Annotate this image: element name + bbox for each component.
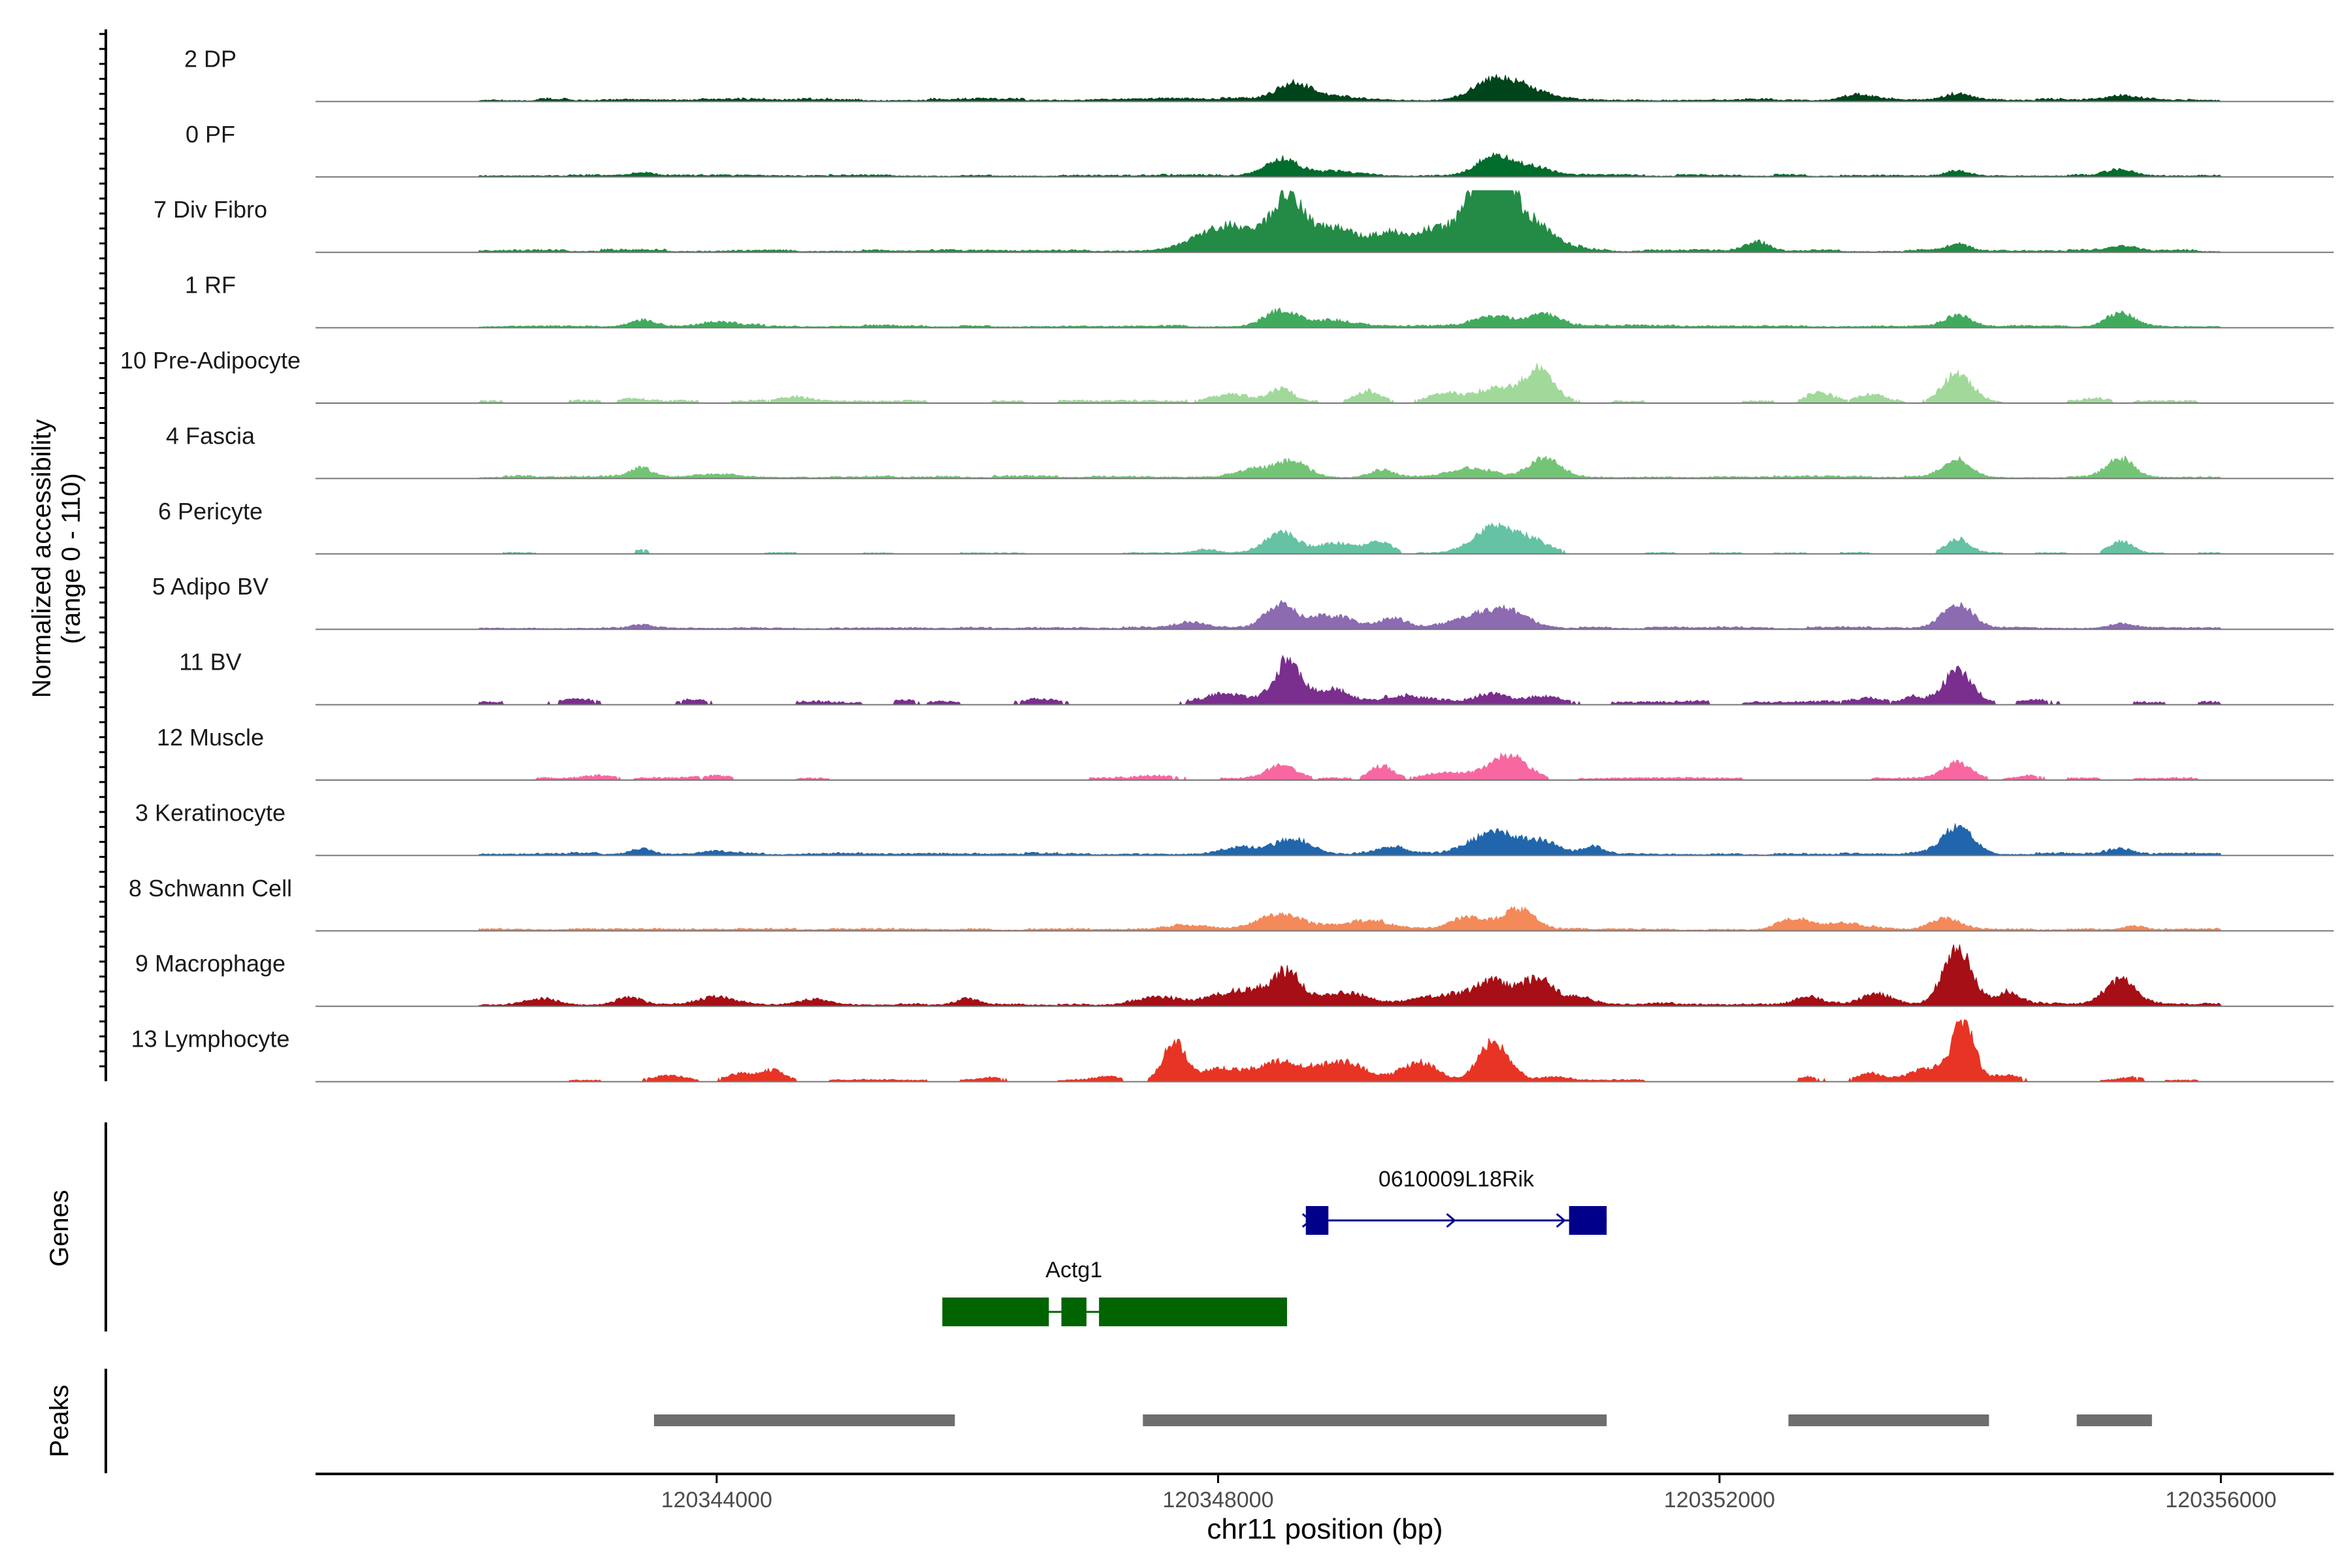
- x-axis-label: chr11 position (bp): [1207, 1513, 1443, 1545]
- coverage-track-label: 7 Div Fibro: [154, 196, 267, 223]
- coverage-area: [316, 73, 2334, 102]
- coverage-area: [316, 307, 2334, 329]
- coverage-area: [316, 521, 2334, 555]
- coverage-track-label: 0 PF: [186, 121, 235, 148]
- coverage-tracks: 2 DP 0 PF 7 Div Fibro 1 RF 10 Pre-Adipocyte 4…: [120, 45, 2334, 1083]
- coverage-track-6: 4 Fascia: [166, 422, 2334, 480]
- coverage-area: [316, 189, 2334, 253]
- coverage-panel: [99, 29, 107, 1081]
- coverage-track-1: 2 DP: [184, 45, 2334, 103]
- coverage-track-label: 4 Fascia: [166, 422, 255, 449]
- x-tick-label: 120348000: [1162, 1488, 1273, 1512]
- gene-Actg1: Actg1: [942, 1258, 1287, 1326]
- coverage-track-10: 12 Muscle: [157, 724, 2334, 781]
- peak-range: [2076, 1414, 2152, 1426]
- coverage-track-label: 2 DP: [184, 45, 237, 72]
- strand-arrow: [1446, 1213, 1456, 1228]
- coverage-area: [316, 752, 2334, 781]
- x-tick-label: 120356000: [2165, 1488, 2276, 1512]
- gene-label: 0610009L18Rik: [1379, 1167, 1535, 1192]
- coverage-track-2: 0 PF: [186, 121, 2334, 178]
- gene-exon: [1569, 1206, 1607, 1235]
- gene-label: Actg1: [1045, 1258, 1102, 1282]
- coverage-area: [316, 363, 2334, 404]
- peak-range: [654, 1414, 955, 1426]
- coverage-track-label: 3 Keratinocyte: [135, 799, 286, 826]
- coverage-track-label: 11 BV: [179, 649, 241, 676]
- coverage-track-label: 6 Pericyte: [158, 498, 263, 525]
- peak-range: [1788, 1414, 1989, 1426]
- coverage-track-label: 13 Lymphocyte: [131, 1026, 290, 1053]
- genes-panel: 0610009L18Rik Actg1: [105, 1122, 1607, 1331]
- coverage-track-5: 10 Pre-Adipocyte: [120, 347, 2334, 404]
- coverage-track-8: 5 Adipo BV: [152, 573, 2334, 630]
- peaks-axis-label: Peaks: [45, 1384, 74, 1457]
- gene-exon: [1099, 1298, 1287, 1326]
- coverage-area: [316, 905, 2334, 932]
- coverage-track-12: 8 Schwann Cell: [129, 875, 2334, 932]
- peak-range: [1143, 1414, 1607, 1426]
- coverage-track-9: 11 BV: [179, 649, 2334, 706]
- coverage-track-7: 6 Pericyte: [158, 498, 2334, 555]
- coverage-area: [316, 1019, 2334, 1083]
- peaks-panel: [105, 1369, 2152, 1473]
- x-tick-label: 120352000: [1664, 1488, 1775, 1512]
- coverage-area: [316, 599, 2334, 630]
- strand-arrow: [1301, 1213, 1313, 1228]
- coverage-track-label: 12 Muscle: [157, 724, 264, 751]
- coverage-area: [316, 823, 2334, 856]
- coverage-track-label: 1 RF: [185, 272, 236, 299]
- coverage-track-14: 13 Lymphocyte: [131, 1019, 2334, 1083]
- coverage-track-4: 1 RF: [185, 272, 2334, 329]
- coverage-track-label: 5 Adipo BV: [152, 573, 269, 600]
- coverage-track-11: 3 Keratinocyte: [135, 799, 2334, 857]
- gene-exon: [1061, 1298, 1086, 1326]
- gene-exon: [942, 1298, 1049, 1326]
- coverage-area: [316, 944, 2334, 1007]
- coverage-track-label: 9 Macrophage: [135, 950, 286, 977]
- coverage-y-axis-label: Normalized accessibility: [27, 419, 56, 698]
- coverage-track-13: 9 Macrophage: [135, 944, 2334, 1007]
- coverage-area: [316, 152, 2334, 178]
- coverage-track-label: 10 Pre-Adipocyte: [120, 347, 301, 374]
- x-axis: 120344000 120348000 120352000 120356000: [316, 1473, 2334, 1512]
- coverage-area: [316, 455, 2334, 479]
- coverage-area: [316, 655, 2334, 706]
- coverage-track-label: 8 Schwann Cell: [129, 875, 292, 902]
- x-tick-label: 120344000: [661, 1488, 772, 1512]
- gene-0610009L18Rik: 0610009L18Rik: [1301, 1167, 1607, 1235]
- coverage-track-3: 7 Div Fibro: [154, 189, 2334, 253]
- strand-arrow: [1556, 1213, 1566, 1228]
- genes-axis-label: Genes: [45, 1190, 74, 1267]
- coverage-y-axis-range-label: (range 0 - 110): [57, 473, 86, 644]
